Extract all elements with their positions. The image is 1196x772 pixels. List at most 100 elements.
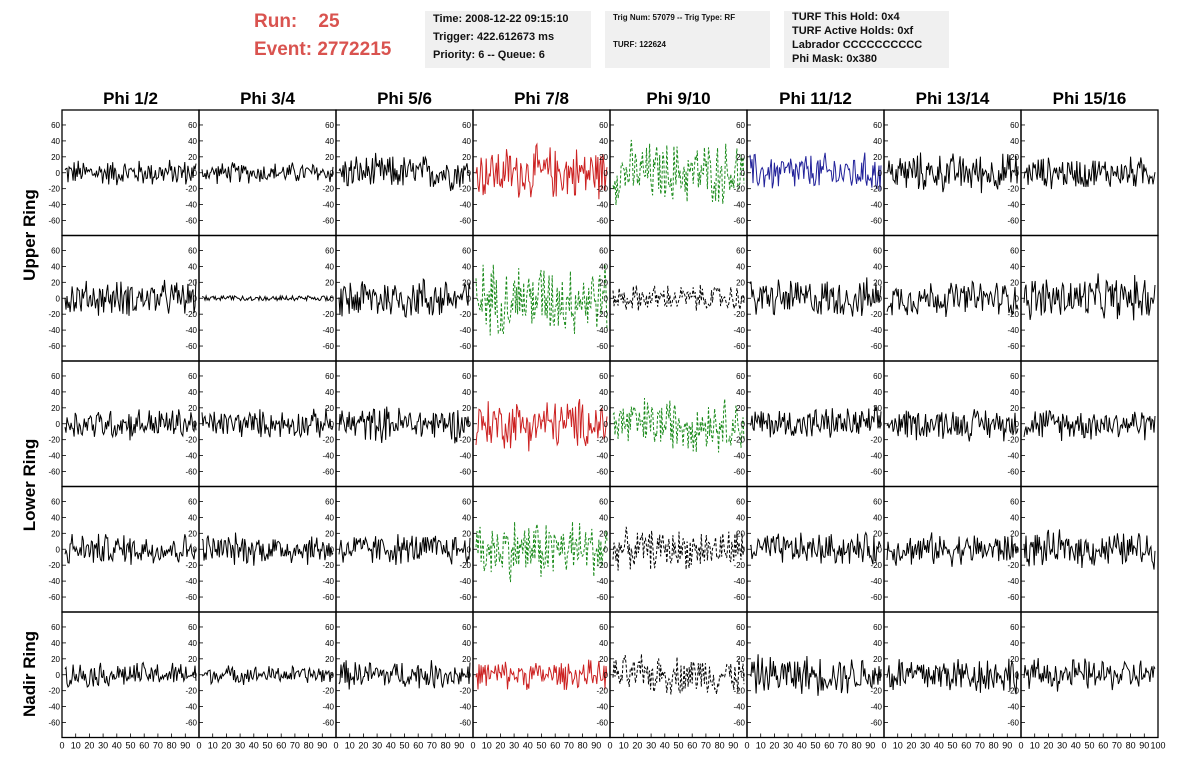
panel-frame-r4-c4	[609, 611, 748, 739]
ytick-label-r2-c1-3: 0	[193, 420, 198, 429]
ytick-label-r0-c4-4: -20	[596, 185, 608, 194]
ytick-label-r4-c6-3: 0	[878, 671, 883, 680]
ytick-label-r0-c2-5: -40	[322, 201, 334, 210]
ytick-label-r0-c1-4: -20	[185, 185, 197, 194]
ytick-label-r3-c6-3: 0	[878, 545, 883, 554]
xtick-label-c2-2: 20	[358, 741, 368, 751]
ytick-label-r2-c6-4: -20	[870, 436, 882, 445]
panel-frame-r3-c3	[472, 485, 611, 613]
ytick-label-r2-c2-2: 20	[325, 404, 334, 413]
xtick-label-c5-5: 50	[810, 741, 820, 751]
ytick-label-r2-c6-2: 20	[873, 404, 882, 413]
ytick-label-r2-c0-0: 60	[51, 372, 60, 381]
xtick-label-c0-8: 80	[167, 741, 177, 751]
ytick-label-r1-c3-0: 60	[462, 246, 471, 255]
ytick-label-r3-c1-6: -60	[185, 593, 197, 602]
ytick-label-r0-c3-0: 60	[462, 121, 471, 130]
ytick-label-r0-c6-5: -40	[870, 201, 882, 210]
ytick-label-r1-c1-6: -60	[185, 342, 197, 351]
ytick-label-r1-c2-5: -40	[322, 326, 334, 335]
ytick-label-r1-c2-1: 40	[325, 262, 334, 271]
ytick-label-r0-c2-1: 40	[325, 137, 334, 146]
xtick-label-c4-0: 0	[607, 741, 612, 751]
ytick-label-r0-c1-3: 0	[193, 169, 198, 178]
col-title-7: Phi 13/14	[915, 89, 990, 108]
ytick-label-r1-c0-6: -60	[48, 342, 60, 351]
ytick-label-r1-c7-6: -60	[1007, 342, 1019, 351]
xtick-label-c6-5: 50	[947, 741, 957, 751]
ytick-label-r4-c4-4: -20	[596, 687, 608, 696]
ytick-label-r3-c4-2: 20	[599, 529, 608, 538]
ytick-label-r2-c7-5: -40	[1007, 452, 1019, 461]
ytick-label-r1-c0-3: 0	[56, 294, 61, 303]
ytick-label-r2-c5-3: 0	[741, 420, 746, 429]
ytick-label-r1-c3-3: 0	[467, 294, 472, 303]
hold-text: TURF This Hold: 0x4	[792, 11, 900, 23]
xtick-label-c1-1: 10	[208, 741, 218, 751]
ytick-label-r0-c0-0: 60	[51, 121, 60, 130]
ytick-label-r2-c0-1: 40	[51, 388, 60, 397]
ytick-label-r3-c0-0: 60	[51, 497, 60, 506]
ytick-label-r1-c2-6: -60	[322, 342, 334, 351]
ytick-label-r2-c5-1: 40	[736, 388, 745, 397]
ytick-label-r2-c7-4: -20	[1007, 436, 1019, 445]
ytick-label-r4-c2-3: 0	[330, 671, 335, 680]
ytick-label-r2-c5-2: 20	[736, 404, 745, 413]
ytick-label-r4-c5-2: 20	[736, 655, 745, 664]
ytick-label-r2-c5-5: -40	[733, 452, 745, 461]
panel-frame-r4-c6	[883, 611, 1022, 739]
ytick-label-r1-c4-1: 40	[599, 262, 608, 271]
ytick-label-r0-c0-3: 0	[56, 169, 61, 178]
ytick-label-r3-c1-4: -20	[185, 561, 197, 570]
xtick-label-c0-4: 40	[112, 741, 122, 751]
ytick-label-r0-c1-2: 20	[188, 153, 197, 162]
waveform-r2-c3	[475, 398, 608, 452]
ytick-label-r3-c2-6: -60	[322, 593, 334, 602]
xtick-label-c4-1: 10	[619, 741, 629, 751]
xtick-label-c2-1: 10	[345, 741, 355, 751]
waveform-r3-c1	[201, 532, 334, 566]
xtick-label-c4-4: 40	[660, 741, 670, 751]
xtick-label-c2-4: 40	[386, 741, 396, 751]
ytick-label-r4-c6-5: -40	[870, 703, 882, 712]
labrador-text: Labrador CCCCCCCCCC	[792, 39, 923, 51]
time-text: Time: 2008-12-22 09:15:10	[433, 13, 569, 25]
waveform-r1-c4	[612, 284, 745, 311]
ytick-label-r0-c6-4: -20	[870, 185, 882, 194]
col-title-5: Phi 9/10	[646, 89, 711, 108]
waveform-r1-c5	[749, 277, 882, 317]
ytick-label-r1-c3-5: -40	[459, 326, 471, 335]
ytick-label-r0-c0-6: -60	[48, 217, 60, 226]
ytick-label-r2-c7-3: 0	[1015, 420, 1020, 429]
ytick-label-r2-c3-6: -60	[459, 468, 471, 477]
ytick-label-r0-c2-0: 60	[325, 121, 334, 130]
ytick-label-r3-c4-0: 60	[599, 497, 608, 506]
xtick-label-c7-6: 60	[1098, 741, 1108, 751]
ytick-label-r1-c7-4: -20	[1007, 310, 1019, 319]
waveform-r1-c6	[886, 280, 1019, 318]
ytick-label-r3-c3-3: 0	[467, 545, 472, 554]
ytick-label-r1-c2-2: 20	[325, 278, 334, 287]
phimask-text: Phi Mask: 0x380	[792, 53, 877, 65]
ytick-label-r3-c7-2: 20	[1010, 529, 1019, 538]
ytick-label-r0-c2-6: -60	[322, 217, 334, 226]
xtick-label-c5-1: 10	[756, 741, 766, 751]
ytick-label-r4-c0-2: 20	[51, 655, 60, 664]
ytick-label-r2-c6-6: -60	[870, 468, 882, 477]
xtick-label-c2-9: 90	[454, 741, 464, 751]
xtick-label-c6-6: 60	[961, 741, 971, 751]
ytick-label-r0-c0-1: 40	[51, 137, 60, 146]
xtick-label-c1-6: 60	[276, 741, 286, 751]
xtick-label-c5-4: 40	[797, 741, 807, 751]
xtick-label-c6-1: 10	[893, 741, 903, 751]
xtick-label-c4-2: 20	[632, 741, 642, 751]
xtick-label-c5-8: 80	[852, 741, 862, 751]
ytick-label-r4-c5-0: 60	[736, 623, 745, 632]
ytick-label-r0-c3-4: -20	[459, 185, 471, 194]
ytick-label-r2-c3-4: -20	[459, 436, 471, 445]
ytick-label-r0-c6-3: 0	[878, 169, 883, 178]
ytick-label-r4-c7-3: 0	[1015, 671, 1020, 680]
xtick-label-c5-7: 70	[838, 741, 848, 751]
ytick-label-r1-c4-0: 60	[599, 246, 608, 255]
ytick-label-r3-c7-6: -60	[1007, 593, 1019, 602]
